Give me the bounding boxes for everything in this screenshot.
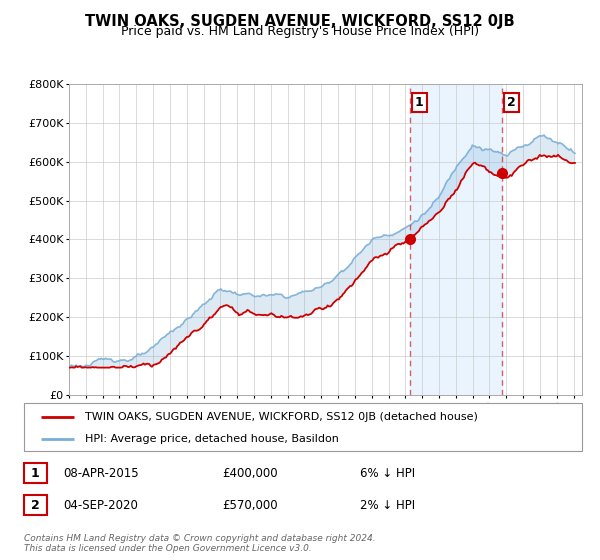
Text: 2: 2 (507, 96, 516, 109)
Text: 04-SEP-2020: 04-SEP-2020 (63, 498, 138, 512)
Text: Contains HM Land Registry data © Crown copyright and database right 2024.
This d: Contains HM Land Registry data © Crown c… (24, 534, 376, 553)
Text: Price paid vs. HM Land Registry's House Price Index (HPI): Price paid vs. HM Land Registry's House … (121, 25, 479, 38)
Text: £400,000: £400,000 (222, 466, 278, 480)
Text: 08-APR-2015: 08-APR-2015 (63, 466, 139, 480)
Text: HPI: Average price, detached house, Basildon: HPI: Average price, detached house, Basi… (85, 434, 339, 444)
Bar (410, 84, 502, 395)
Text: 1: 1 (415, 96, 424, 109)
Text: 2: 2 (31, 498, 40, 512)
Text: 2% ↓ HPI: 2% ↓ HPI (360, 498, 415, 512)
Text: 6% ↓ HPI: 6% ↓ HPI (360, 466, 415, 480)
Text: TWIN OAKS, SUGDEN AVENUE, WICKFORD, SS12 0JB (detached house): TWIN OAKS, SUGDEN AVENUE, WICKFORD, SS12… (85, 412, 478, 422)
Text: 1: 1 (31, 466, 40, 480)
Text: £570,000: £570,000 (222, 498, 278, 512)
Text: TWIN OAKS, SUGDEN AVENUE, WICKFORD, SS12 0JB: TWIN OAKS, SUGDEN AVENUE, WICKFORD, SS12… (85, 14, 515, 29)
